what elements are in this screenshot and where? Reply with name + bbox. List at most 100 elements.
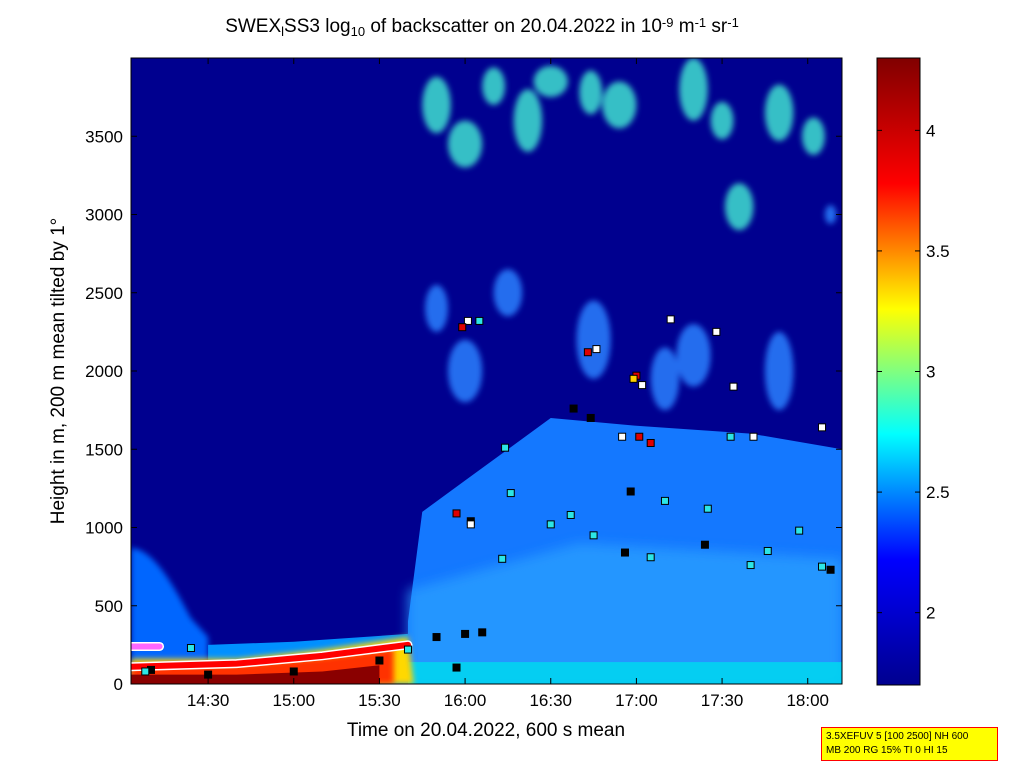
marker-white xyxy=(666,315,675,324)
marker-white xyxy=(712,327,721,336)
layer-line-red-core xyxy=(131,641,411,670)
x-tick-label: 17:00 xyxy=(615,691,658,710)
colorbar-tick-label: 2.5 xyxy=(926,483,950,502)
y-tick-label: 500 xyxy=(95,597,123,616)
marker-cyan xyxy=(703,504,712,513)
layer-dark-red xyxy=(131,665,380,684)
marker-white xyxy=(618,432,627,441)
marker-cyan xyxy=(498,554,507,563)
title-part-9: -1 xyxy=(727,15,739,30)
marker-yellow xyxy=(629,374,638,383)
marker-cyan xyxy=(795,526,804,535)
y-tick-label: 2500 xyxy=(85,284,123,303)
x-tick-label: 14:30 xyxy=(187,691,230,710)
x-axis: 14:30 15:00 15:30 16:00 16:30 17:00 17:30 18:00 xyxy=(187,58,829,710)
title-part-3: 10 xyxy=(351,24,365,39)
y-axis-label: Height in m, 200 m mean tilted by 1° xyxy=(48,218,69,524)
marker-cyan xyxy=(546,520,555,529)
cloud-patch xyxy=(802,117,825,156)
colorbar-tick-label: 4 xyxy=(926,121,935,140)
marker-black xyxy=(289,667,298,676)
x-tick-label: 16:30 xyxy=(529,691,572,710)
marker-black xyxy=(478,628,487,637)
cloud-patch xyxy=(447,120,483,168)
marker-cyan xyxy=(660,496,669,505)
marker-red xyxy=(458,323,467,332)
cloud-patch xyxy=(533,65,568,98)
cloud-patch xyxy=(482,67,506,105)
marker-cyan xyxy=(141,667,150,676)
marker-red xyxy=(635,432,644,441)
cloud-patch xyxy=(425,284,448,332)
y-tick-label: 0 xyxy=(114,675,123,694)
marker-black xyxy=(826,565,835,574)
plot-area xyxy=(130,57,843,685)
chart-title: SWEXlSS3 log10 of backscatter on 20.04.2… xyxy=(225,15,739,39)
cloud-patch xyxy=(650,347,680,411)
title-part-0: SWEX xyxy=(225,16,281,37)
marker-white xyxy=(592,345,601,354)
marker-cyan xyxy=(506,489,515,498)
cloud-patch xyxy=(602,81,637,129)
cloud-patch xyxy=(579,70,603,115)
marker-cyan xyxy=(746,561,755,570)
marker-white xyxy=(818,423,827,432)
title-part-5: -9 xyxy=(662,15,674,30)
cloud-patch xyxy=(724,183,754,231)
title-part-2: SS3 log xyxy=(284,16,351,37)
marker-black xyxy=(204,670,213,679)
marker-red xyxy=(646,438,655,447)
marker-cyan xyxy=(726,432,735,441)
marker-white xyxy=(638,381,647,390)
marker-cyan xyxy=(501,443,510,452)
colorbar-gradient xyxy=(876,57,921,686)
x-tick-label: 15:00 xyxy=(272,691,315,710)
cloud-patch xyxy=(422,76,451,134)
y-tick-label: 1500 xyxy=(85,440,123,459)
title-part-7: -1 xyxy=(695,15,707,30)
marker-cyan xyxy=(186,644,195,653)
info-line-2: MB 200 RG 15% TI 0 HI 15 xyxy=(826,745,948,756)
marker-cyan xyxy=(475,316,484,325)
marker-white xyxy=(749,432,758,441)
marker-black xyxy=(461,629,470,638)
marker-cyan xyxy=(818,562,827,571)
cloud-patch xyxy=(493,269,523,317)
y-tick-label: 3000 xyxy=(85,206,123,225)
cloud-patch xyxy=(576,300,611,379)
y-tick-label: 3500 xyxy=(85,127,123,146)
marker-black xyxy=(586,413,595,422)
marker-black xyxy=(452,663,461,672)
marker-red xyxy=(583,348,592,357)
cloud-patches xyxy=(422,58,837,411)
cloud-patch xyxy=(513,89,543,152)
marker-black xyxy=(620,548,629,557)
marker-cyan xyxy=(763,546,772,555)
colorbar-tick-label: 3 xyxy=(926,363,935,382)
title-part-4: of backscatter on 20.04.2022 in 10 xyxy=(365,16,662,37)
y-tick-label: 1000 xyxy=(85,519,123,538)
x-tick-label: 17:30 xyxy=(701,691,744,710)
marker-black xyxy=(626,487,635,496)
colorbar-tick-label: 2 xyxy=(926,604,935,623)
x-tick-label: 18:00 xyxy=(786,691,829,710)
colorbar-ticks: 2 2.5 3 3.5 4 xyxy=(877,121,950,623)
markers xyxy=(141,315,835,679)
title-part-1: l xyxy=(281,24,284,39)
surface-layer xyxy=(407,662,842,684)
settings-info-box: 3.5XEFUV 5 [100 2500] NH 600 MB 200 RG 1… xyxy=(821,727,998,761)
cloud-patch xyxy=(676,324,711,387)
title-part-8: sr xyxy=(706,16,728,37)
cloud-patch xyxy=(710,101,734,140)
x-axis-label: Time on 20.04.2022, 600 s mean xyxy=(347,720,625,741)
cloud-patch xyxy=(447,339,483,403)
y-tick-label: 2000 xyxy=(85,362,123,381)
marker-black xyxy=(700,540,709,549)
marker-black xyxy=(375,656,384,665)
y-axis: 0 500 1000 1500 2000 2500 3000 3500 xyxy=(85,127,842,694)
colorbar-tick-label: 3.5 xyxy=(926,242,950,261)
cloud-patch xyxy=(764,84,794,141)
cloud-patch xyxy=(679,58,708,121)
title-part-6: m xyxy=(673,16,694,37)
marker-cyan xyxy=(646,553,655,562)
